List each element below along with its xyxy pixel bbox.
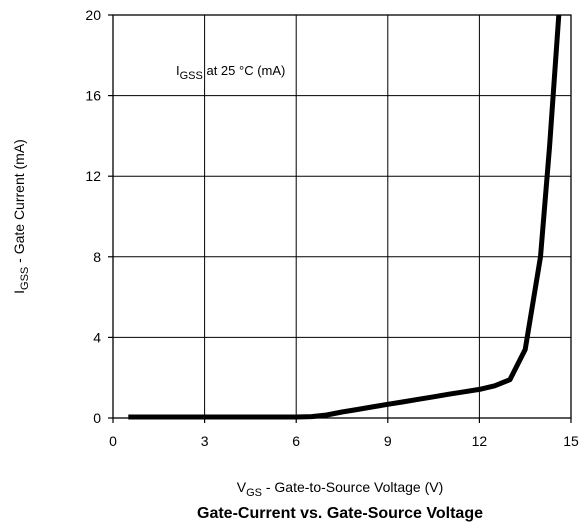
y-tick-label: 12 [85, 168, 101, 184]
x-tick-label: 6 [292, 433, 300, 449]
chart-title: Gate-Current vs. Gate-Source Voltage [197, 505, 483, 522]
y-axis-label-main: I [11, 290, 27, 294]
x-axis-label-subscript: GS [246, 487, 262, 499]
x-tick-label: 3 [201, 433, 209, 449]
plot-area-frame [112, 14, 572, 419]
annotation-rest: at 25 °C (mA) [203, 63, 286, 78]
x-tick-label: 9 [384, 433, 392, 449]
series-layer [128, 14, 562, 420]
y-tick-label: 20 [85, 7, 101, 23]
x-axis-label-rest: - Gate-to-Source Voltage (V) [262, 479, 443, 495]
annotation-subscript: GSS [180, 70, 203, 82]
y-axis-label-rest: - Gate Current (mA) [11, 139, 27, 267]
y-tick-label: 16 [85, 88, 101, 104]
y-tick-label: 0 [93, 410, 101, 426]
x-axis-label: VGS - Gate-to-Source Voltage (V) [237, 479, 444, 499]
x-tick-label: 12 [472, 433, 488, 449]
x-tick-label: 15 [563, 433, 579, 449]
grid-lines [113, 15, 571, 418]
series-line-0 [128, 14, 562, 420]
y-axis-label: IGSS - Gate Current (mA) [11, 139, 31, 294]
x-tick-label: 0 [109, 433, 117, 449]
axis-ticks: 0 3 6 9 12 15 0 4 8 12 16 20 [85, 7, 579, 449]
y-axis-label-subscript: GSS [19, 267, 31, 290]
y-tick-label: 4 [93, 329, 101, 345]
chart-annotation: IGSS at 25 °C (mA) [176, 63, 285, 82]
x-axis-label-main: V [237, 479, 247, 495]
y-tick-label: 8 [93, 249, 101, 265]
annotation-main: I [176, 63, 180, 78]
